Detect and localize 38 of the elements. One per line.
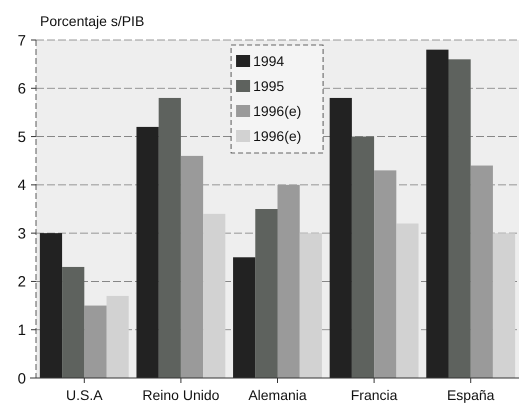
y-tick-label: 4 <box>18 177 26 194</box>
legend-label: 1994 <box>253 52 284 69</box>
x-tick-label: Alemania <box>248 387 307 403</box>
bar <box>233 257 256 378</box>
x-tick-label: Reino Unido <box>142 387 220 403</box>
bar <box>40 233 62 378</box>
bar <box>492 233 516 378</box>
bar <box>470 166 493 378</box>
bar <box>180 156 204 378</box>
legend-label: 1996(e) <box>253 102 302 119</box>
bar <box>448 59 471 378</box>
bar <box>300 233 322 378</box>
y-tick-label: 5 <box>18 128 26 146</box>
x-tick-label: España <box>446 387 495 403</box>
bar <box>396 223 419 378</box>
bar <box>278 184 300 378</box>
bar <box>158 98 181 378</box>
y-tick-label: 2 <box>18 274 26 291</box>
x-tick-label: Francia <box>350 387 398 403</box>
bar <box>255 209 278 378</box>
y-tick-label: 3 <box>18 225 26 242</box>
bar <box>84 306 107 378</box>
bar <box>62 266 84 378</box>
bar <box>374 170 396 378</box>
bar <box>106 296 129 378</box>
bar <box>330 98 352 378</box>
y-tick-label: 6 <box>18 80 26 98</box>
y-tick-label: 1 <box>18 322 26 339</box>
legend-label: 1995 <box>253 78 284 94</box>
bar <box>203 214 226 378</box>
y-axis-title: Porcentaje s/PIB <box>40 13 144 29</box>
y-tick-label: 7 <box>18 32 26 50</box>
bar <box>426 50 448 378</box>
x-tick-label: U.S.A <box>66 387 104 403</box>
y-tick-label: 0 <box>18 370 26 388</box>
bar <box>136 126 159 378</box>
legend-label: 1996(e) <box>253 128 302 144</box>
bar <box>352 136 374 378</box>
